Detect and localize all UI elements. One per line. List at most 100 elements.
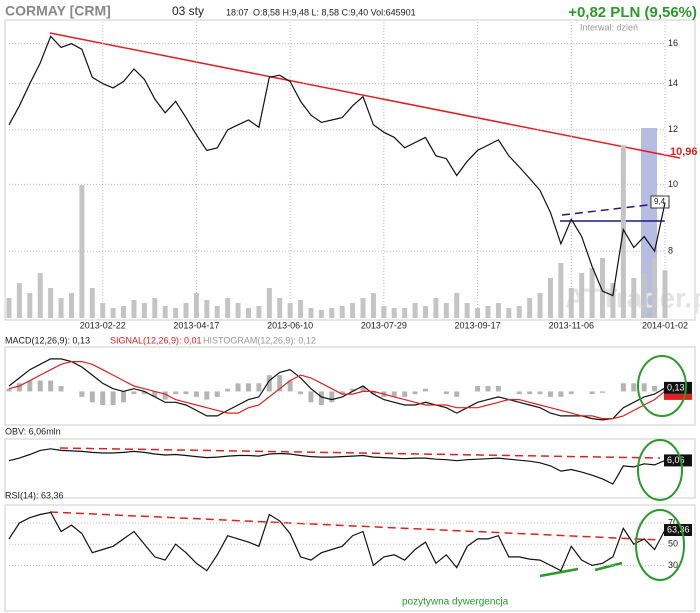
bar — [183, 391, 189, 395]
macd-legend: MACD(12,26,9): 0,13 — [5, 335, 90, 345]
bar — [266, 375, 272, 392]
price-panel — [4, 19, 696, 321]
bar — [16, 383, 22, 392]
bar — [235, 302, 241, 318]
bar — [600, 391, 606, 393]
bar — [277, 375, 283, 392]
bar — [89, 288, 95, 318]
ohlc: O:8,58 H:9,48 L: 8,58 C:9,40 Vol:645901 — [253, 7, 416, 17]
bar — [287, 302, 293, 318]
bar — [412, 302, 418, 318]
bar — [360, 386, 366, 392]
bar — [214, 306, 220, 318]
bar — [152, 391, 158, 397]
y-tick-label: 12 — [668, 124, 678, 134]
bar — [631, 278, 637, 318]
bar — [589, 391, 595, 395]
bar — [568, 288, 574, 318]
highlight-ellipse — [637, 355, 687, 417]
trend-line — [49, 32, 681, 159]
bar — [329, 391, 335, 403]
bar — [193, 292, 199, 318]
bar — [433, 298, 439, 318]
bar — [339, 306, 345, 318]
bar — [6, 298, 12, 318]
bar — [308, 391, 314, 403]
y-tick-label: 8 — [668, 246, 673, 256]
bar — [547, 278, 553, 318]
bar — [121, 391, 127, 403]
bar — [370, 292, 376, 318]
x-tick-label: 2013-11-06 — [549, 320, 594, 330]
bar — [350, 388, 356, 392]
highlight-ellipse — [637, 439, 683, 501]
divergence-label: pozytywna dywergencja — [402, 597, 509, 608]
y-tick-label: 10 — [668, 179, 678, 189]
obv-title: OBV: 6,06mln — [5, 426, 61, 436]
bar — [27, 380, 33, 392]
time: 18:07 — [226, 7, 249, 17]
bar — [454, 292, 460, 318]
bar — [475, 386, 481, 392]
obv-panel — [4, 438, 696, 499]
bar — [204, 391, 210, 400]
value-box-label: 6,06 — [667, 455, 685, 465]
bar — [6, 388, 12, 392]
bar — [391, 391, 397, 397]
bar — [485, 386, 491, 392]
bar — [162, 391, 168, 400]
bar — [464, 302, 470, 318]
line — [8, 35, 666, 297]
bar — [173, 391, 179, 395]
bar — [641, 383, 647, 392]
bar — [339, 391, 345, 395]
line — [8, 361, 666, 420]
bar — [360, 298, 366, 318]
bar — [58, 298, 64, 318]
bar — [506, 308, 512, 318]
bar — [204, 300, 210, 318]
change: +0,82 PLN (9,56%) — [568, 4, 697, 21]
bar — [79, 391, 85, 397]
bar — [193, 391, 199, 397]
x-tick-label: 2013-06-10 — [267, 320, 313, 330]
y-tick-label: 16 — [668, 38, 678, 48]
bar — [495, 386, 501, 392]
bar — [547, 391, 553, 397]
bar — [454, 391, 460, 397]
bar — [579, 273, 585, 318]
signal-legend: SIGNAL(12,26,9): 0,01 — [110, 335, 202, 345]
bar — [652, 258, 658, 318]
bar — [48, 288, 54, 318]
value-box — [664, 454, 692, 467]
x-tick-label: 2013-07-29 — [361, 320, 407, 330]
bar — [558, 263, 564, 318]
bar — [537, 292, 543, 318]
bar — [89, 391, 95, 403]
bar — [641, 273, 647, 318]
bar — [443, 391, 449, 395]
bar — [527, 298, 533, 318]
bar — [381, 306, 387, 318]
bar — [27, 292, 33, 318]
marks: 8 10 12 14 16 2013-02-22 2013-04-17 2013-06-10 2… — [6, 22, 692, 572]
value-box-label: 63,36 — [667, 524, 690, 534]
channel-line — [561, 202, 666, 216]
bar — [568, 391, 574, 395]
bar — [402, 391, 408, 397]
bar — [370, 391, 376, 395]
rsi-title: RSI(14): 63,36 — [5, 490, 64, 500]
bar — [58, 386, 64, 392]
bar — [495, 302, 501, 318]
value-box-label: 0,13 — [667, 382, 685, 392]
bar — [152, 298, 158, 318]
ticker: CORMAY [CRM] — [5, 3, 111, 19]
bar — [558, 391, 564, 397]
x-tick-label: 2013-04-17 — [173, 320, 219, 330]
bar — [610, 283, 616, 318]
bar — [110, 308, 116, 318]
bar — [412, 391, 418, 395]
highlight-ellipse — [635, 509, 685, 581]
bar — [37, 273, 43, 318]
bar — [402, 308, 408, 318]
